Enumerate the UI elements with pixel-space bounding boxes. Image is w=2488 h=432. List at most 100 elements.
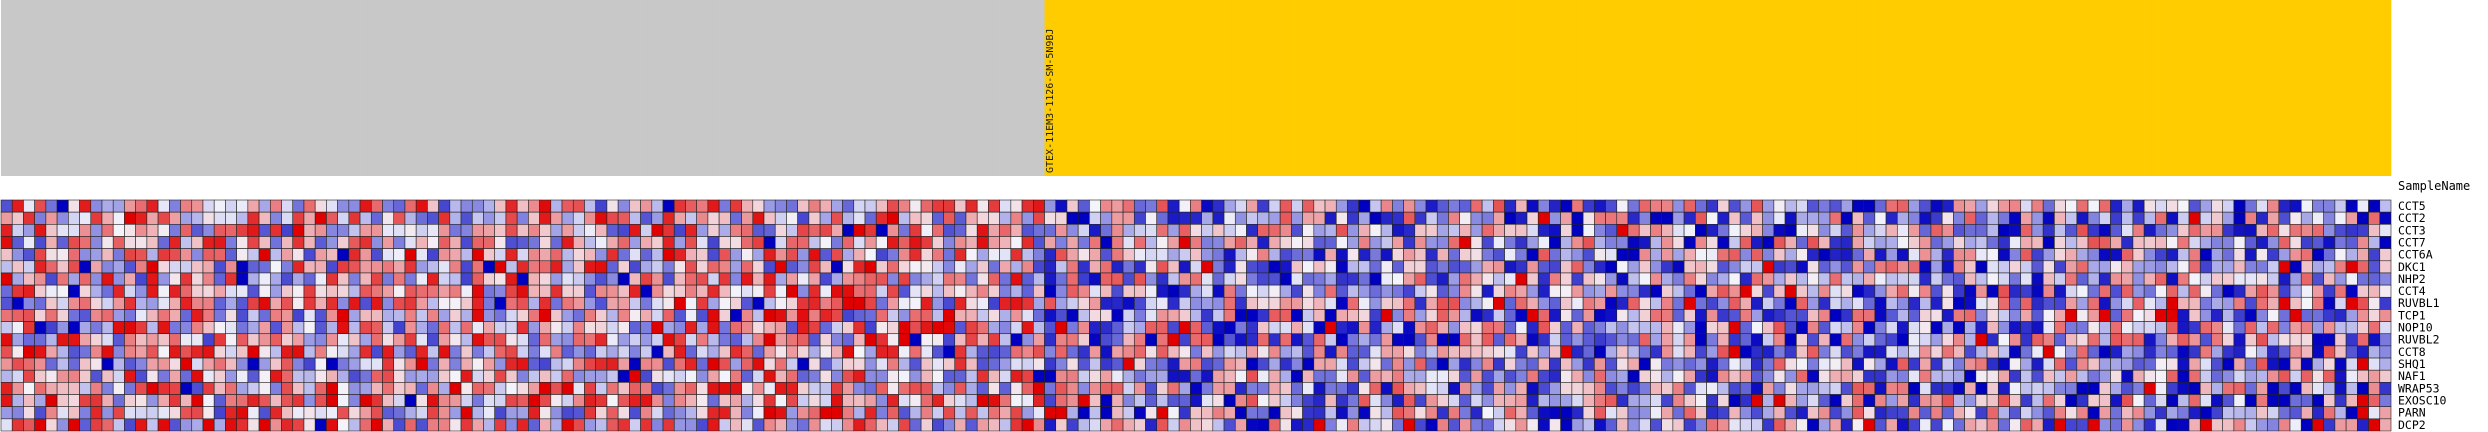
heatmap-cell bbox=[606, 248, 619, 262]
heatmap-cell bbox=[1111, 224, 1124, 237]
heatmap-cell bbox=[1234, 382, 1247, 395]
heatmap-cell bbox=[1616, 236, 1629, 249]
heatmap-cell bbox=[460, 345, 473, 359]
heatmap-cell bbox=[1066, 309, 1079, 322]
row-label: NHP2 bbox=[2398, 272, 2426, 286]
heatmap-cell bbox=[1167, 309, 1180, 322]
heatmap-cell bbox=[539, 224, 552, 237]
heatmap-cell bbox=[1773, 345, 1786, 359]
heatmap-cell bbox=[79, 369, 92, 383]
heatmap-cell bbox=[45, 284, 58, 298]
heatmap-cell bbox=[1784, 260, 1797, 274]
heatmap-cell bbox=[864, 406, 877, 420]
heatmap-cell bbox=[2054, 357, 2066, 371]
heatmap-cell bbox=[1481, 321, 1494, 335]
heatmap-cell bbox=[2233, 272, 2246, 286]
heatmap-cell bbox=[909, 224, 922, 237]
heatmap-cell bbox=[1695, 272, 1707, 286]
heatmap-cell bbox=[1167, 199, 1180, 213]
heatmap-cell bbox=[337, 260, 350, 274]
heatmap-cell bbox=[135, 321, 148, 335]
heatmap-cell bbox=[1021, 272, 1034, 286]
heatmap-cell bbox=[225, 333, 237, 347]
heatmap-cell bbox=[550, 382, 563, 395]
heatmap-cell bbox=[685, 211, 697, 225]
heatmap-cell bbox=[1852, 406, 1864, 420]
heatmap-cell bbox=[550, 418, 563, 432]
heatmap-cell bbox=[786, 296, 798, 310]
heatmap-cell bbox=[1784, 296, 1797, 310]
heatmap-cell bbox=[774, 260, 787, 274]
heatmap-cell bbox=[2278, 369, 2291, 383]
heatmap-cell bbox=[2312, 224, 2324, 237]
heatmap-cell bbox=[595, 357, 608, 371]
heatmap-cell bbox=[1863, 248, 1876, 262]
heatmap-cell bbox=[146, 333, 159, 347]
heatmap-cell bbox=[2256, 406, 2268, 420]
heatmap-cell bbox=[1268, 248, 1281, 262]
heatmap-cell bbox=[1829, 309, 1842, 322]
heatmap-cell bbox=[2166, 394, 2179, 407]
heatmap-cell bbox=[965, 345, 978, 359]
column-header-cell bbox=[1078, 0, 1090, 176]
heatmap-cell bbox=[2300, 418, 2313, 432]
heatmap-cell bbox=[1717, 224, 1730, 237]
heatmap-cell bbox=[1571, 199, 1584, 213]
heatmap-cell bbox=[1728, 296, 1741, 310]
heatmap-cell bbox=[1246, 236, 1259, 249]
heatmap-cell bbox=[1728, 333, 1741, 347]
heatmap-cell bbox=[124, 357, 136, 371]
heatmap-cell bbox=[797, 260, 810, 274]
heatmap-cell bbox=[842, 418, 855, 432]
heatmap-cell bbox=[2054, 272, 2066, 286]
heatmap-cell bbox=[617, 382, 630, 395]
heatmap-cell bbox=[932, 248, 944, 262]
heatmap-cell bbox=[236, 224, 249, 237]
heatmap-cell bbox=[730, 272, 742, 286]
heatmap-cell bbox=[2244, 309, 2257, 322]
heatmap-cell bbox=[438, 211, 451, 225]
heatmap-cell bbox=[1941, 418, 1954, 432]
heatmap-cell bbox=[2345, 272, 2358, 286]
heatmap-cell bbox=[213, 321, 226, 335]
heatmap-cell bbox=[1448, 345, 1460, 359]
heatmap-cell bbox=[976, 211, 989, 225]
heatmap-cell bbox=[561, 260, 574, 274]
column-header-cell bbox=[1627, 0, 1640, 176]
heatmap-cell bbox=[225, 309, 237, 322]
heatmap-cell bbox=[415, 260, 428, 274]
heatmap-cell bbox=[415, 333, 428, 347]
heatmap-cell bbox=[303, 284, 316, 298]
heatmap-cell bbox=[774, 394, 787, 407]
heatmap-cell bbox=[2155, 260, 2167, 274]
heatmap-cell bbox=[1829, 199, 1842, 213]
heatmap-cell bbox=[864, 345, 877, 359]
heatmap-cell bbox=[808, 236, 821, 249]
heatmap-cell bbox=[629, 211, 641, 225]
heatmap-cell bbox=[1549, 406, 1561, 420]
heatmap-cell bbox=[2323, 224, 2336, 237]
heatmap-cell bbox=[1414, 272, 1427, 286]
heatmap-cell bbox=[1717, 296, 1730, 310]
heatmap-cell bbox=[1549, 309, 1561, 322]
heatmap-cell bbox=[696, 284, 709, 298]
heatmap-cell bbox=[2166, 345, 2179, 359]
heatmap-cell bbox=[1885, 394, 1898, 407]
heatmap-cell bbox=[752, 333, 765, 347]
heatmap-cell bbox=[1493, 333, 1505, 347]
heatmap-cell bbox=[943, 418, 956, 432]
heatmap-cell bbox=[2199, 296, 2212, 310]
heatmap-cell bbox=[730, 296, 742, 310]
heatmap-cell bbox=[202, 418, 215, 432]
heatmap-cell bbox=[460, 406, 473, 420]
heatmap-cell bbox=[225, 296, 237, 310]
heatmap-cell bbox=[1997, 333, 2010, 347]
heatmap-cell bbox=[2065, 418, 2078, 432]
heatmap-cell bbox=[808, 284, 821, 298]
heatmap-cell bbox=[797, 236, 810, 249]
column-header-cell bbox=[1650, 0, 1662, 176]
heatmap-cell bbox=[1975, 260, 1988, 274]
heatmap-cell bbox=[1302, 236, 1315, 249]
heatmap-cell bbox=[1010, 296, 1023, 310]
heatmap-cell bbox=[2143, 309, 2156, 322]
